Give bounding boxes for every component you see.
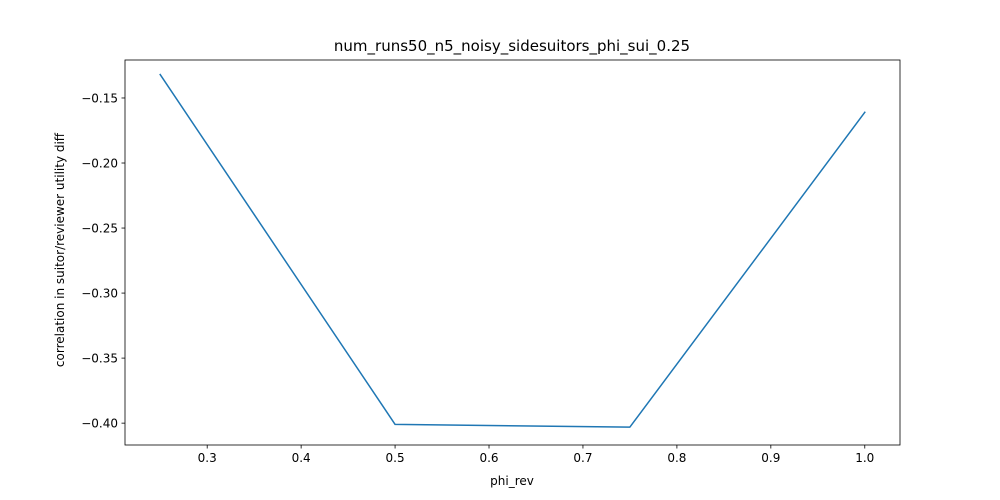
x-tick-label: 0.9 [761, 451, 780, 465]
x-tick-label: 0.8 [667, 451, 686, 465]
x-tick-label: 0.6 [479, 451, 498, 465]
x-tick-label: 0.4 [292, 451, 311, 465]
plot-area: 0.3 0.4 0.5 0.6 0.7 0.8 0.9 1.0 −0.15 −0.20 −0.25 −… [81, 59, 901, 465]
y-tick-label: −0.20 [81, 156, 118, 170]
chart-title: num_runs50_n5_noisy_sidesuitors_phi_sui_… [334, 37, 690, 56]
x-tick-label: 1.0 [855, 451, 874, 465]
y-tick-label: −0.40 [81, 416, 118, 430]
axes-frame [124, 59, 901, 446]
y-tick-label: −0.25 [81, 221, 118, 235]
x-tick-label: 0.5 [386, 451, 405, 465]
x-tick-label: 0.3 [198, 451, 217, 465]
x-tick-label: 0.7 [573, 451, 592, 465]
y-tick-label: −0.30 [81, 286, 118, 300]
x-axis-label: phi_rev [490, 474, 534, 488]
y-tick-label: −0.15 [81, 91, 118, 105]
y-axis-label: correlation in suitor/reviewer utility d… [53, 132, 67, 367]
y-tick-label: −0.35 [81, 351, 118, 365]
series-line [159, 73, 866, 428]
